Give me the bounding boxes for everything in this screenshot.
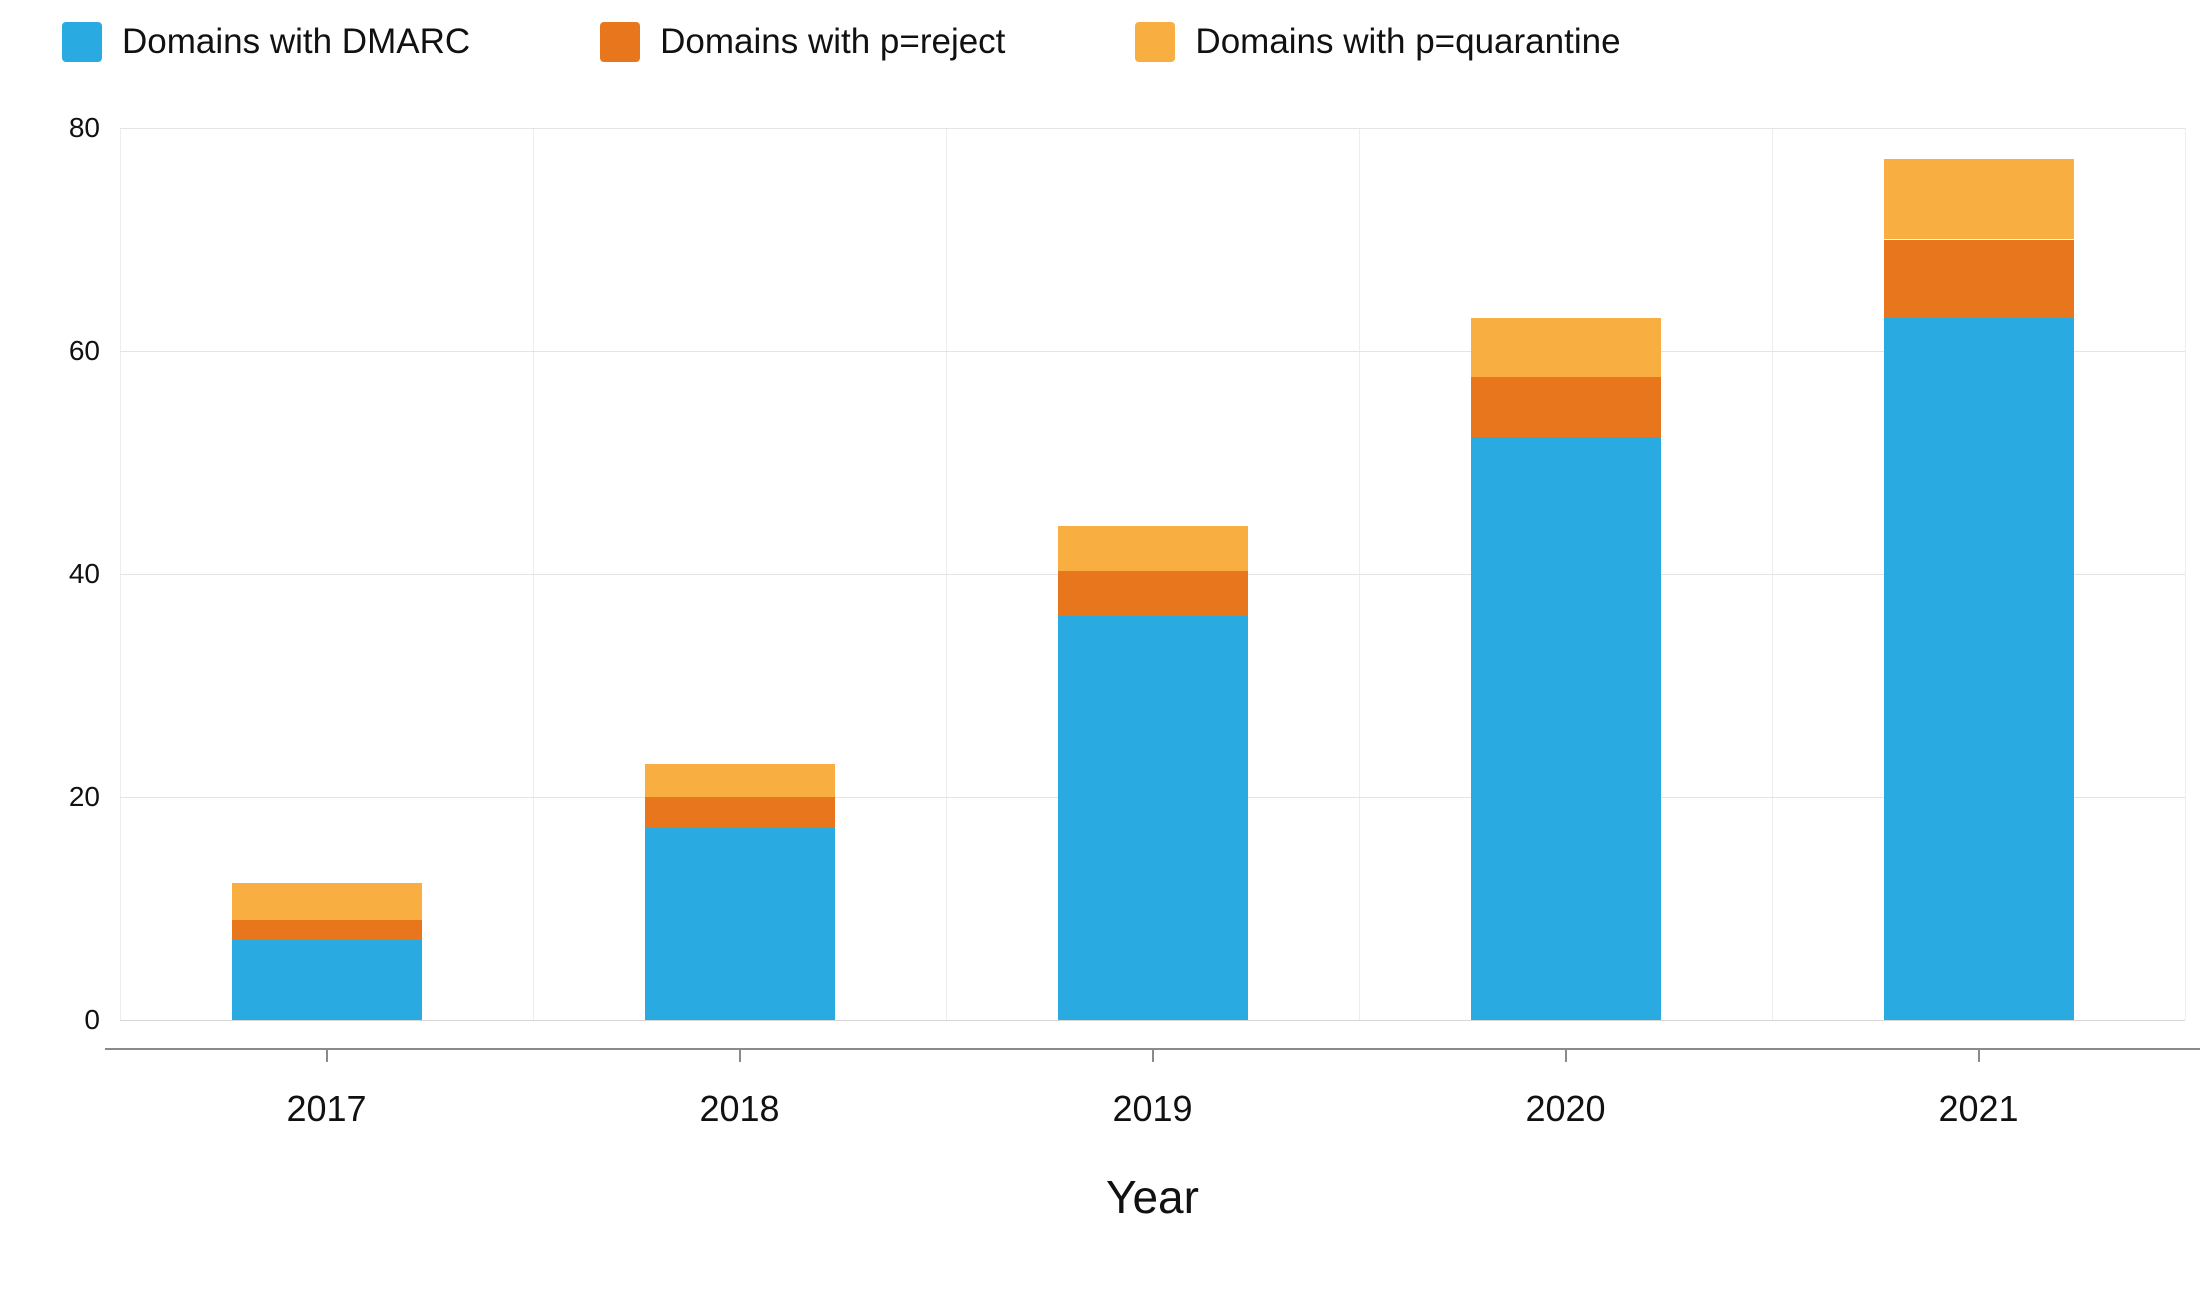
x-axis-tick-label: 2018 — [699, 1088, 780, 1129]
bar-segment-2019-series-1 — [1057, 570, 1248, 617]
legend-label: Domains with p=quarantine — [1195, 22, 1621, 61]
legend-swatch-icon — [62, 22, 102, 62]
x-axis-tick-label: 2021 — [1938, 1088, 2019, 1129]
y-axis-tick-label: 60 — [68, 335, 100, 366]
legend-swatch-icon — [600, 22, 641, 62]
horizontal-gridline — [120, 1020, 2185, 1021]
x-axis-tick-label: 2020 — [1525, 1088, 1606, 1129]
x-axis-tick-label: 2019 — [1112, 1088, 1193, 1129]
x-axis-tick-label: 2017 — [286, 1088, 367, 1129]
legend-item-0[interactable]: Domains with DMARC — [62, 22, 470, 62]
x-axis-tick — [325, 1048, 328, 1062]
bar-segment-2021-series-1 — [1883, 239, 2074, 318]
horizontal-gridline — [120, 351, 2185, 352]
horizontal-gridline — [120, 128, 2185, 129]
y-axis-tick-label: 80 — [68, 112, 100, 143]
bar-segment-2018-series-1 — [644, 797, 835, 829]
bar-segment-2017-series-2 — [231, 882, 422, 920]
x-axis-tick — [738, 1048, 741, 1062]
bar-segment-2018-series-2 — [644, 763, 835, 797]
bar-segment-2018-series-0 — [644, 828, 835, 1020]
bar-segment-2017-series-1 — [231, 919, 422, 940]
bar-segment-2019-series-0 — [1057, 616, 1248, 1020]
bar-segment-2021-series-0 — [1883, 317, 2074, 1020]
chart-legend: Domains with DMARC Domains with p=reject D… — [62, 22, 1621, 62]
x-axis-tick — [1151, 1048, 1154, 1062]
bar-segment-2020-series-0 — [1470, 436, 1661, 1020]
bar-segment-2017-series-0 — [231, 939, 422, 1020]
x-axis-tick — [1564, 1048, 1567, 1062]
bar-segment-2021-series-2 — [1883, 159, 2074, 240]
vertical-gridline — [2185, 128, 2186, 1020]
legend-swatch-icon — [1135, 22, 1176, 62]
legend-label: Domains with DMARC — [122, 22, 471, 61]
x-axis-line — [105, 1048, 2200, 1050]
y-axis-tick-label: 40 — [68, 558, 100, 589]
legend-label: Domains with p=reject — [660, 22, 1006, 61]
x-axis-title: Year — [1106, 1171, 1199, 1223]
bar-segment-2019-series-2 — [1057, 526, 1248, 571]
y-axis-tick-label: 20 — [68, 781, 100, 812]
bar-segment-2020-series-2 — [1470, 317, 1661, 377]
legend-item-1[interactable]: Domains with p=reject — [600, 22, 1005, 62]
legend-item-2[interactable]: Domains with p=quarantine — [1135, 22, 1621, 62]
x-axis-tick — [1977, 1048, 1980, 1062]
bar-segment-2020-series-1 — [1470, 376, 1661, 437]
y-axis-tick-label: 0 — [84, 1004, 100, 1035]
